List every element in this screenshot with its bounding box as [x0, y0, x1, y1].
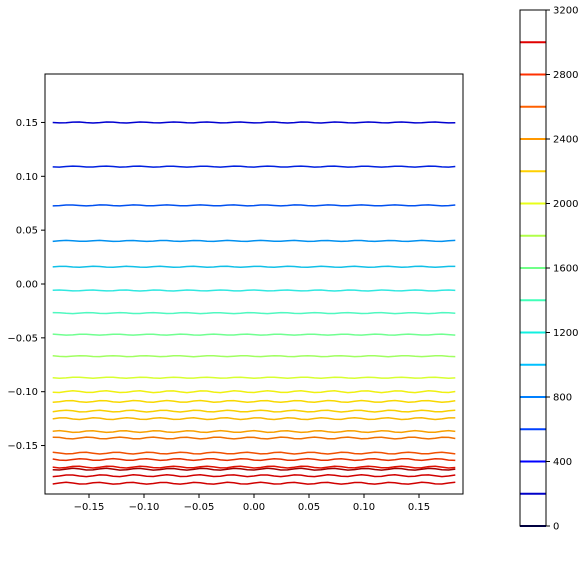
- contour-line: [52, 436, 456, 440]
- y-tick-label: 0.15: [16, 118, 38, 129]
- contour-line: [52, 481, 456, 485]
- x-tick-label: 0.05: [298, 502, 320, 513]
- x-tick-label: 0.00: [243, 502, 265, 513]
- contour-line: [52, 409, 456, 413]
- y-axis: 0.15 0.10 0.05 0.00 −0.05 −0.10 −0.15: [7, 118, 45, 452]
- colorbar-tick-label: 1200: [553, 328, 578, 339]
- colorbar-tick-label: 1600: [553, 264, 578, 275]
- contour-line: [52, 474, 456, 478]
- x-tick-label: −0.15: [74, 502, 105, 513]
- contour-line: [52, 354, 456, 358]
- y-tick-label: −0.10: [7, 387, 38, 398]
- y-tick-label: 0.10: [16, 172, 38, 183]
- colorbar-tick-label: 400: [553, 457, 572, 468]
- contour-line: [52, 311, 456, 315]
- y-tick-label: 0.05: [16, 226, 38, 237]
- contour-line: [52, 429, 456, 434]
- contour-line: [52, 399, 456, 404]
- contour-line: [52, 457, 456, 462]
- colorbar: [520, 41, 546, 527]
- contour-lines: [52, 121, 456, 485]
- contour-line: [52, 465, 456, 469]
- contour-line: [52, 165, 456, 168]
- x-tick-label: 0.10: [353, 502, 375, 513]
- contour-line: [52, 467, 456, 471]
- colorbar-axis: 0 400 800 1200 1600 2000 2400 2800 3200: [546, 6, 578, 533]
- contour-line: [52, 289, 456, 292]
- contour-line: [52, 390, 456, 394]
- x-tick-label: −0.05: [184, 502, 215, 513]
- x-tick-label: 0.15: [408, 502, 430, 513]
- contour-line: [52, 121, 456, 124]
- y-tick-label: −0.05: [7, 333, 38, 344]
- colorbar-tick-label: 800: [553, 393, 572, 404]
- colorbar-tick-label: 2400: [553, 135, 578, 146]
- y-tick-label: 0.00: [16, 280, 38, 291]
- colorbar-tick-label: 2000: [553, 199, 578, 210]
- contour-line: [52, 416, 456, 421]
- colorbar-tick-label: 0: [553, 522, 559, 533]
- contour-line: [52, 239, 456, 243]
- contour-line: [52, 204, 456, 207]
- contour-line: [52, 265, 456, 269]
- x-axis: −0.15 −0.10 −0.05 0.00 0.05 0.10 0.15: [74, 494, 430, 513]
- contour-line: [52, 451, 456, 455]
- colorbar-tick-label: 2800: [553, 70, 578, 81]
- contour-line: [52, 376, 456, 379]
- contour-line: [52, 333, 456, 336]
- y-tick-label: −0.15: [7, 441, 38, 452]
- x-tick-label: −0.10: [129, 502, 160, 513]
- colorbar-tick-label: 3200: [553, 6, 578, 17]
